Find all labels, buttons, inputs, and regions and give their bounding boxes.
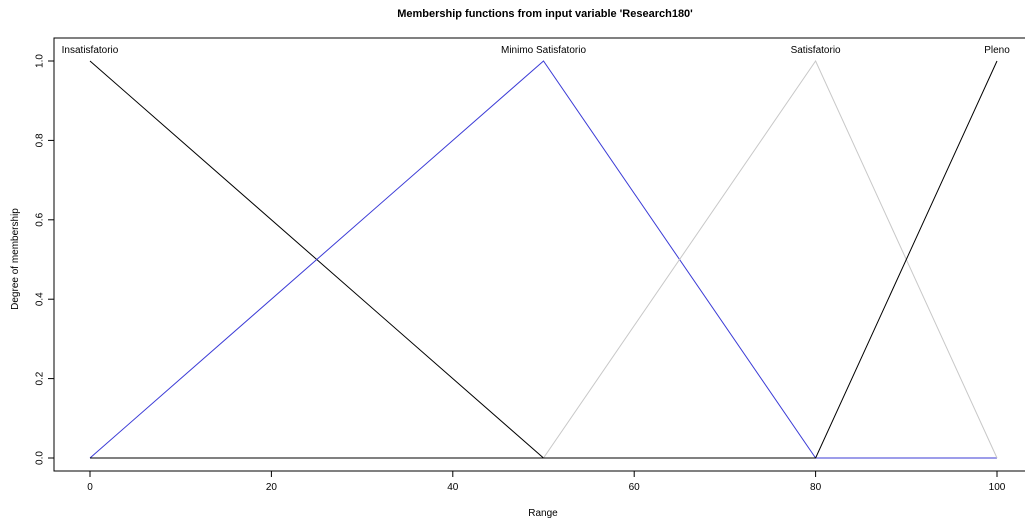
- series-label: Pleno: [984, 45, 1010, 56]
- series-label: Satisfatorio: [791, 45, 841, 56]
- series-layer: [89, 59, 998, 459]
- y-axis-title: Degree of membership: [10, 208, 21, 310]
- y-tick-label: 0.2: [35, 371, 46, 385]
- x-tick-label: 80: [810, 482, 822, 493]
- x-axis-title: Range: [528, 508, 558, 519]
- x-tick-label: 20: [266, 482, 278, 493]
- series-line-1: [89, 60, 997, 459]
- plot-frame: [53, 37, 1025, 472]
- x-tick-label: 40: [447, 482, 459, 493]
- series-line-2: [90, 59, 998, 459]
- x-axis: 0 20 40 60 80 100: [87, 471, 1006, 493]
- y-tick-label: 1.0: [35, 54, 46, 68]
- y-axis: 0.0 0.2 0.4 0.6 0.8 1.0: [35, 54, 54, 465]
- series-label-layer: Insatisfatorio Minimo Satisfatorio Satisfa…: [62, 45, 1011, 56]
- y-tick-label: 0.0: [35, 451, 46, 465]
- series-line-0: [89, 60, 997, 459]
- x-tick-label: 0: [87, 482, 93, 493]
- y-tick-label: 0.8: [35, 133, 46, 147]
- series-line-3: [90, 60, 998, 459]
- y-tick-label: 0.4: [35, 292, 46, 306]
- chart-title: Membership functions from input variable…: [397, 8, 693, 20]
- series-label: Minimo Satisfatorio: [501, 45, 586, 56]
- x-tick-label: 60: [629, 482, 641, 493]
- x-tick-label: 100: [989, 482, 1006, 493]
- y-tick-label: 0.6: [35, 212, 46, 226]
- series-label: Insatisfatorio: [62, 45, 119, 56]
